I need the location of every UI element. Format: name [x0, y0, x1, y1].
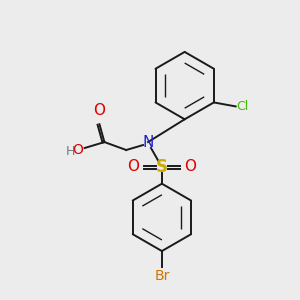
- Text: O: O: [72, 143, 83, 157]
- Text: H: H: [66, 146, 75, 158]
- Text: Br: Br: [154, 269, 170, 283]
- Text: O: O: [184, 159, 196, 174]
- Text: O: O: [94, 103, 106, 118]
- Text: O: O: [127, 159, 139, 174]
- Text: Cl: Cl: [237, 100, 249, 113]
- Text: N: N: [142, 135, 154, 150]
- Text: S: S: [156, 158, 168, 176]
